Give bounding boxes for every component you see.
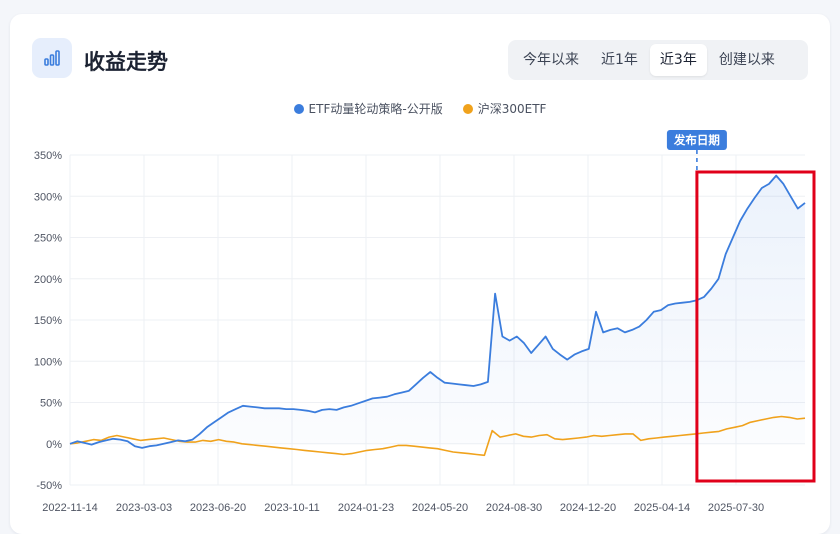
legend-item-strategy[interactable]: ETF动量轮动策略-公开版: [293, 100, 443, 117]
tab-1y[interactable]: 近1年: [601, 52, 638, 68]
y-tick-label: 200%: [34, 274, 62, 286]
y-tick-label: 100%: [34, 356, 62, 368]
annotation-label: 发布日期: [673, 133, 720, 147]
x-tick-label: 2025-07-30: [708, 502, 764, 514]
x-tick-label: 2024-12-20: [560, 502, 616, 514]
tab-3y[interactable]: 近3年: [649, 44, 707, 76]
annotation-badge: [666, 130, 727, 150]
strategy-line: [69, 174, 806, 449]
x-tick-label: 2025-04-14: [634, 502, 690, 514]
period-tabs: 今年以来 近1年 近3年 创建以来: [508, 40, 808, 80]
y-tick-label: 0%: [46, 439, 62, 451]
page-title: 收益走势: [84, 50, 168, 74]
strategy-area: [70, 175, 805, 448]
x-tick-label: 2024-05-20: [412, 502, 468, 514]
x-tick-label: 2023-03-03: [116, 502, 172, 514]
y-tick-label: 350%: [34, 150, 62, 162]
legend-dot-strategy: [293, 103, 304, 114]
y-tick-label: -50%: [36, 480, 62, 492]
chart-legend: ETF动量轮动策略-公开版 沪深300ETF: [10, 100, 830, 117]
y-tick-label: 150%: [34, 315, 62, 327]
x-tick-label: 2024-08-30: [486, 502, 542, 514]
y-tick-label: 250%: [34, 233, 62, 245]
x-axis: 2022-11-14 2023-03-03 2023-06-20 2023-10-11…: [42, 502, 764, 514]
bar-chart-icon: [32, 38, 72, 78]
publish-date-annotation: 发布日期: [666, 130, 727, 485]
x-tick-label: 2024-01-23: [338, 502, 394, 514]
legend-label-strategy: ETF动量轮动策略-公开版: [308, 102, 443, 116]
tab-since-inception[interactable]: 创建以来: [718, 52, 775, 68]
tab-ytd[interactable]: 今年以来: [523, 52, 579, 68]
x-tick-label: 2023-10-11: [264, 502, 319, 514]
benchmark-line: [69, 415, 806, 457]
y-tick-label: 50%: [40, 398, 62, 410]
legend-dot-benchmark: [462, 103, 473, 114]
highlight-box: [695, 170, 816, 483]
y-tick-label: 300%: [34, 191, 62, 203]
y-axis: -50% 0% 50% 100% 150% 200% 250% 300% 350%: [34, 150, 62, 492]
x-tick-label: 2022-11-14: [42, 502, 97, 514]
legend-item-benchmark[interactable]: 沪深300ETF: [462, 100, 547, 117]
legend-label-benchmark: 沪深300ETF: [477, 102, 547, 116]
x-tick-label: 2023-06-20: [190, 502, 246, 514]
